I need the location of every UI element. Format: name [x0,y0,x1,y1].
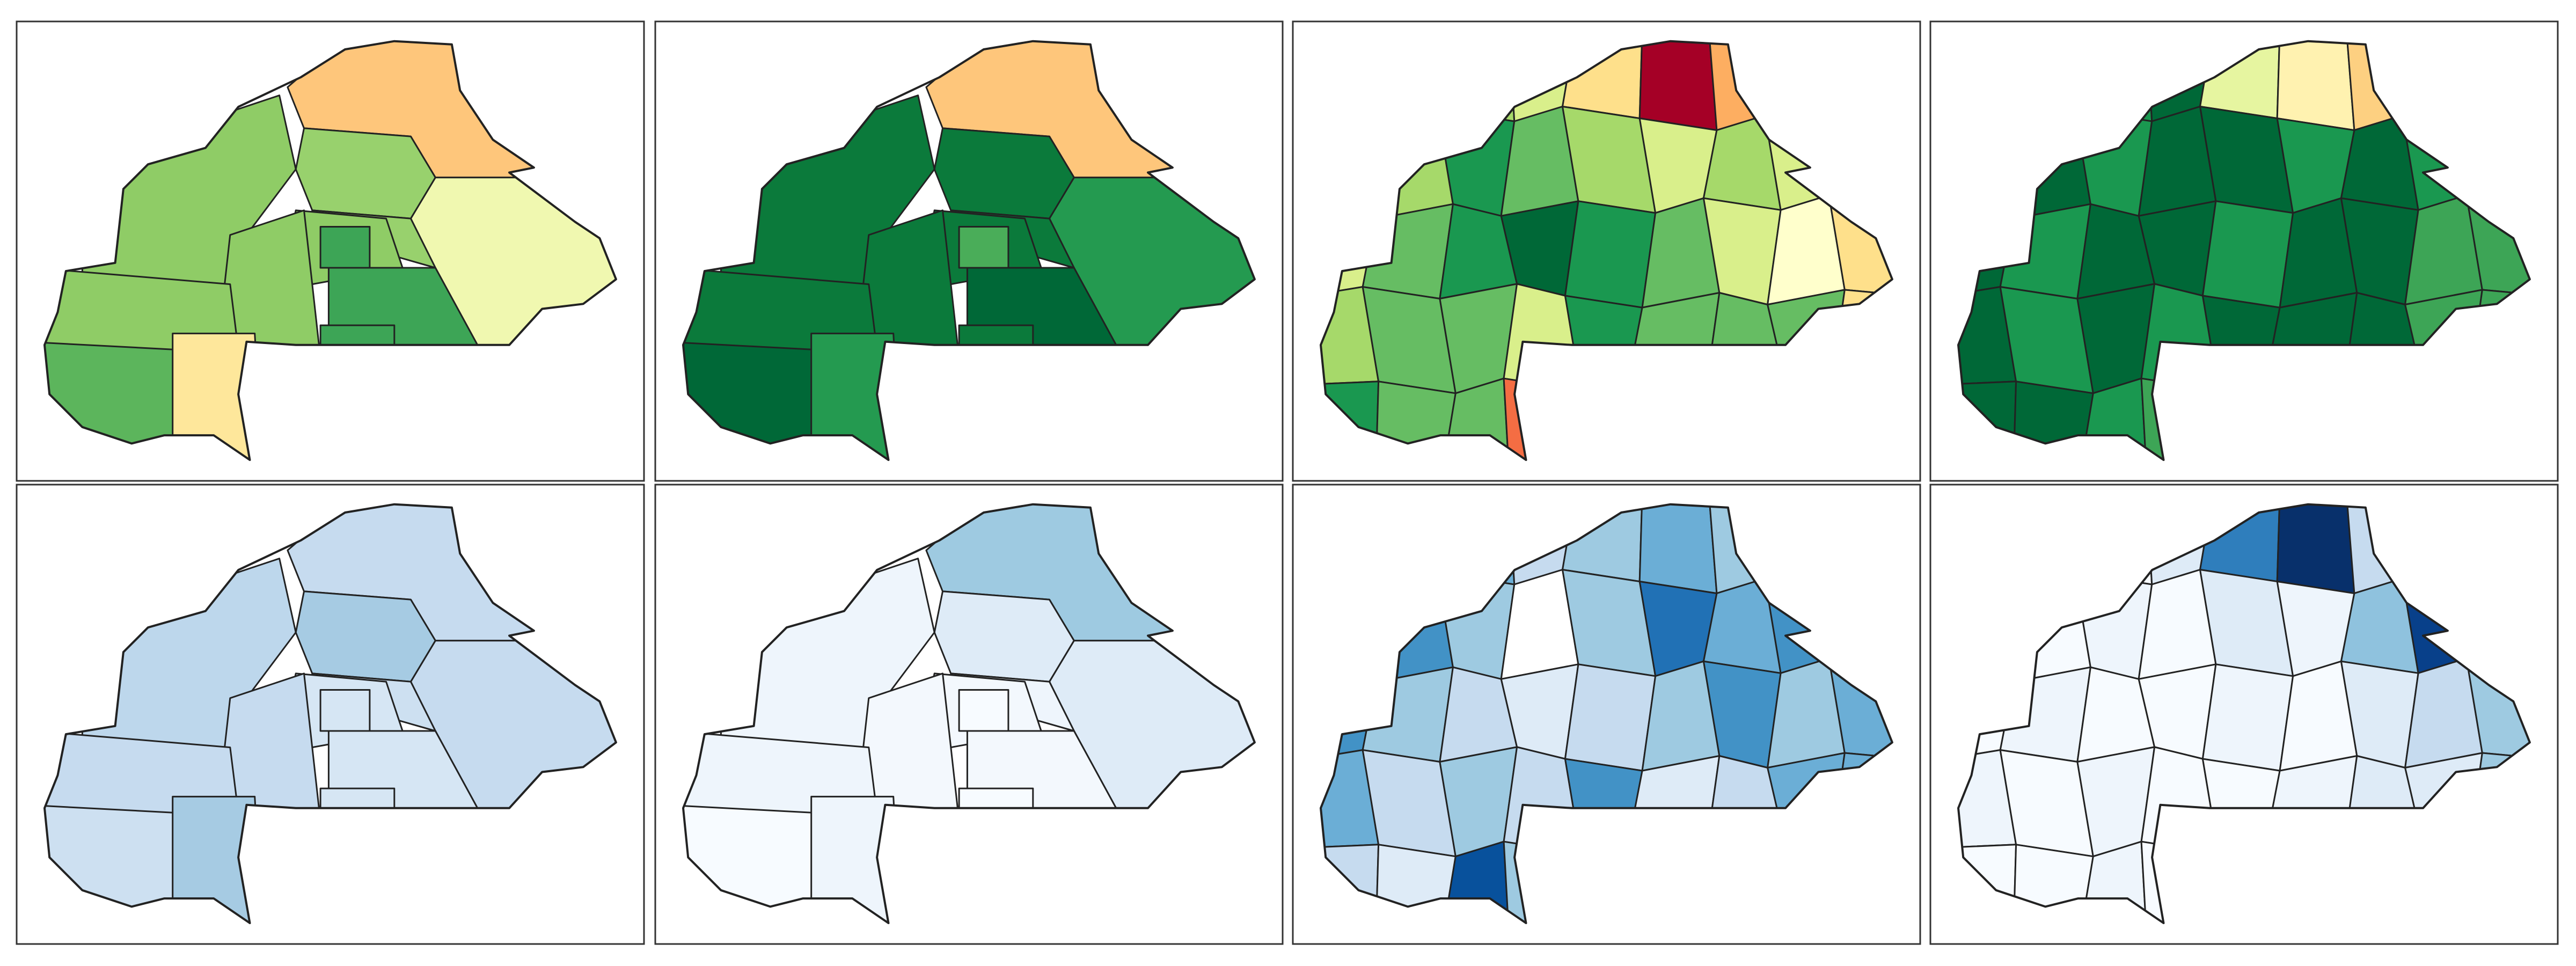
region [295,127,436,219]
region [295,590,436,683]
region [933,590,1075,683]
map-panel [1929,484,2559,945]
country-outline [682,503,1256,924]
region [1564,663,1657,772]
country-outline [43,40,617,461]
map-panel [1292,20,1921,482]
region [319,226,371,269]
country-outline [43,503,617,924]
region [319,689,371,732]
country-outline [1957,503,2531,924]
map-panel [1292,484,1921,945]
region [2201,663,2294,772]
map-panel [16,20,645,482]
country-outline [1320,40,1893,461]
regions [45,41,616,460]
region [933,127,1075,219]
map-panel [654,484,1284,945]
region [958,226,1009,269]
country-outline [1957,40,2531,461]
country-outline [682,40,1256,461]
map-panel [1929,20,2559,482]
map-panel [16,484,645,945]
region [2201,200,2294,309]
region [958,689,1009,732]
map-panel [654,20,1284,482]
region [1564,200,1657,309]
country-outline [1320,503,1893,924]
